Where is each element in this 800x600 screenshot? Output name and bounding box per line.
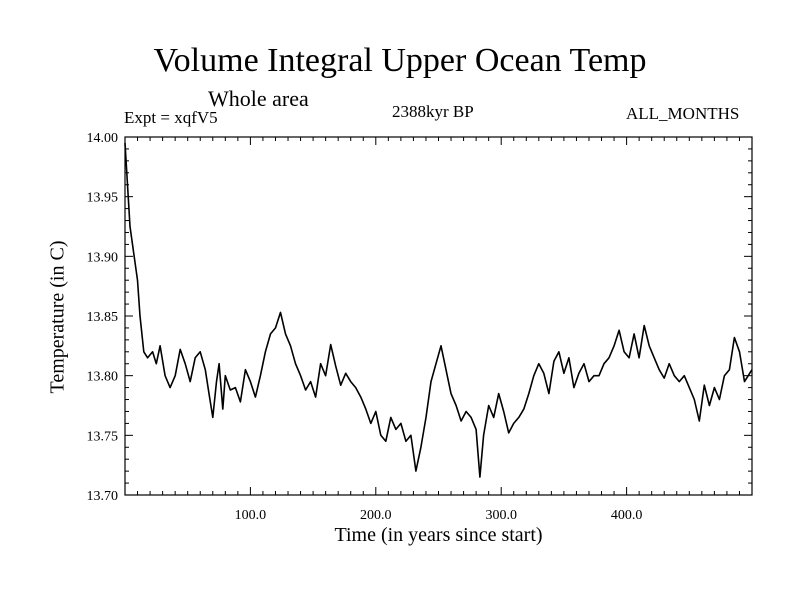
x-axis-label: Time (in years since start) — [334, 524, 543, 546]
y-tick-label: 13.80 — [87, 370, 119, 385]
series-line-temperature — [124, 142, 753, 478]
y-tick-label: 13.95 — [87, 191, 119, 206]
x-tick-label: 100.0 — [235, 508, 267, 523]
x-tick-label: 200.0 — [360, 508, 392, 523]
y-tick-label: 13.70 — [87, 489, 119, 504]
experiment-label: Expt = xqfV5 — [124, 108, 218, 127]
period-label: 2388kyr BP — [392, 102, 474, 121]
x-tick-label: 300.0 — [485, 508, 517, 523]
plot-frame — [124, 136, 753, 496]
chart-title: Volume Integral Upper Ocean Temp — [153, 42, 647, 79]
y-tick-label: 13.75 — [87, 429, 119, 444]
axis-tick-labels: 13.70 13.75 13.80 13.85 13.90 13.95 14.00 100.0… — [87, 131, 643, 523]
x-tick-label: 400.0 — [611, 508, 643, 523]
axis-ticks — [125, 136, 752, 496]
months-label: ALL_MONTHS — [626, 104, 740, 123]
y-tick-label: 13.85 — [87, 310, 119, 325]
y-tick-label: 13.90 — [87, 250, 119, 265]
chart-subtitle: Whole area — [208, 86, 309, 111]
y-tick-label: 14.00 — [87, 131, 119, 146]
